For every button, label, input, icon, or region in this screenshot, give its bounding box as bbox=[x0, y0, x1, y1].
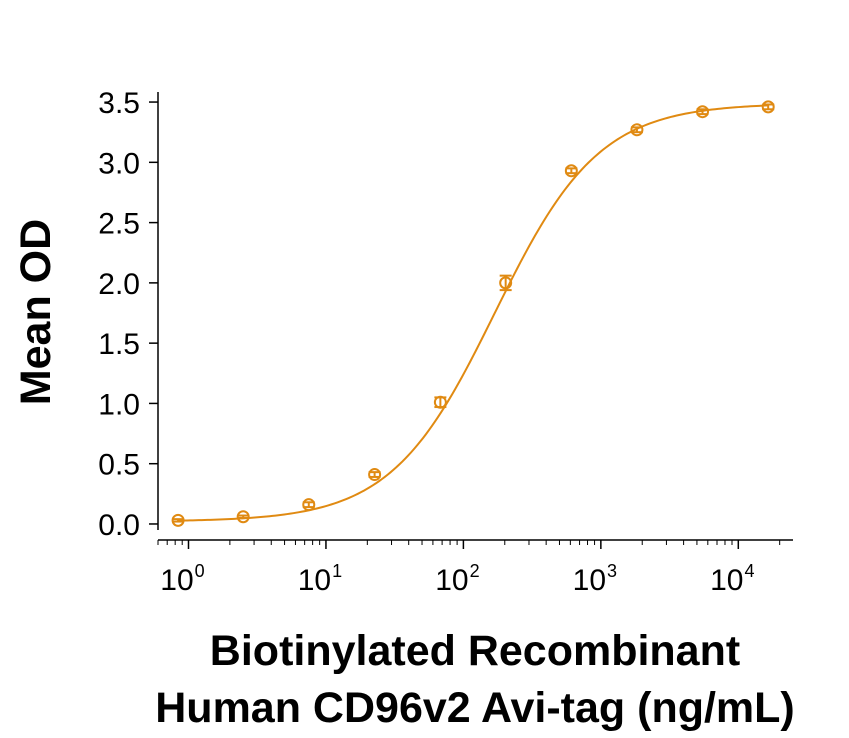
y-tick-label: 1.0 bbox=[98, 388, 140, 421]
x-tick-label: 103 bbox=[573, 561, 617, 597]
x-axis-ticks: 100 101 102 103 104 bbox=[157, 540, 781, 597]
x-tick-base: 10 bbox=[435, 564, 468, 597]
data-point bbox=[302, 498, 316, 512]
y-axis-ticks: 0.0 0.5 1.0 1.5 2.0 2.5 3.0 3.5 bbox=[98, 87, 158, 542]
x-axis-title-line-1: Biotinylated Recombinant bbox=[210, 627, 740, 675]
y-axis-title: Mean OD bbox=[12, 219, 60, 405]
data-point bbox=[630, 123, 644, 137]
x-tick-base: 10 bbox=[298, 564, 331, 597]
data-point bbox=[171, 513, 185, 527]
x-tick-base: 10 bbox=[160, 564, 193, 597]
y-tick-label: 3.5 bbox=[98, 87, 140, 120]
axes bbox=[157, 92, 793, 541]
x-axis-title-line-2: Human CD96v2 Avi-tag (ng/mL) bbox=[155, 684, 795, 732]
x-tick-label: 102 bbox=[435, 561, 479, 597]
x-tick-exponent: 0 bbox=[195, 561, 205, 581]
y-tick-label: 2.5 bbox=[98, 208, 140, 241]
data-point bbox=[368, 468, 382, 482]
data-point bbox=[499, 276, 513, 290]
fit-curve bbox=[178, 104, 769, 522]
x-tick-exponent: 2 bbox=[470, 561, 480, 581]
y-tick-label: 2.0 bbox=[98, 268, 140, 301]
x-tick-exponent: 3 bbox=[607, 561, 617, 581]
data-point bbox=[761, 100, 775, 114]
data-point bbox=[433, 395, 447, 409]
data-point bbox=[236, 510, 250, 524]
data-points bbox=[171, 100, 775, 527]
x-tick-label: 104 bbox=[710, 561, 754, 597]
y-tick-label: 0.0 bbox=[98, 509, 140, 542]
y-tick-label: 0.5 bbox=[98, 449, 140, 482]
data-point bbox=[696, 105, 710, 119]
x-tick-exponent: 4 bbox=[744, 561, 754, 581]
x-tick-base: 10 bbox=[573, 564, 606, 597]
y-tick-label: 1.5 bbox=[98, 328, 140, 361]
x-tick-exponent: 1 bbox=[332, 561, 342, 581]
x-tick-label: 101 bbox=[298, 561, 342, 597]
y-tick-label: 3.0 bbox=[98, 147, 140, 180]
data-point bbox=[564, 164, 578, 178]
x-tick-base: 10 bbox=[710, 564, 743, 597]
x-tick-label: 100 bbox=[160, 561, 204, 597]
